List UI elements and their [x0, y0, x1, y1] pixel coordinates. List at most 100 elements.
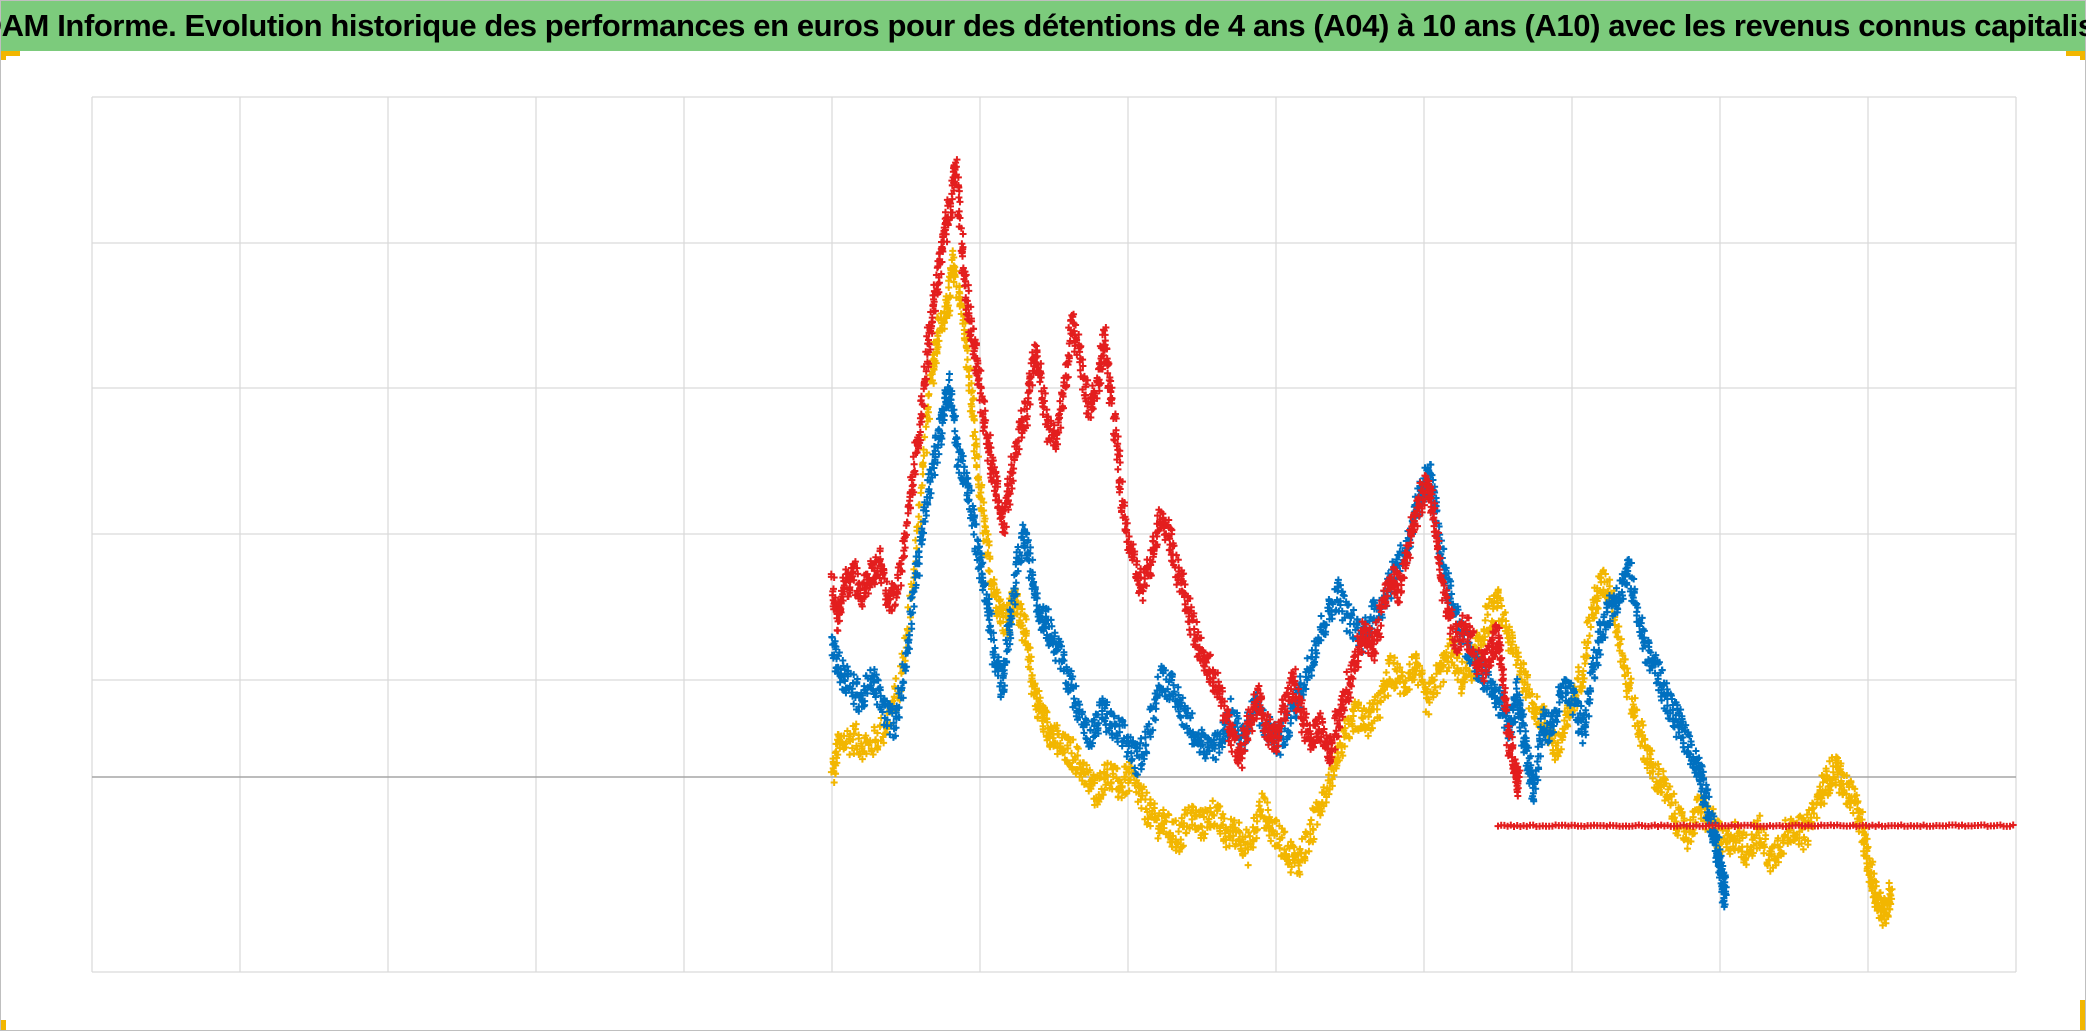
- data-point-marker: [1649, 774, 1657, 782]
- data-point-marker: [918, 536, 926, 544]
- data-point-marker: [1029, 556, 1037, 564]
- data-point-marker: [997, 693, 1005, 701]
- data-point-marker: [915, 513, 923, 521]
- data-point-marker: [1329, 600, 1337, 608]
- data-point-marker: [1448, 590, 1456, 598]
- data-point-marker: [1091, 779, 1098, 787]
- data-point-marker: [1117, 783, 1125, 791]
- data-point-marker: [929, 460, 937, 468]
- data-point-marker: [1328, 782, 1336, 790]
- data-point-marker: [883, 716, 891, 724]
- data-point-marker: [1309, 825, 1317, 833]
- data-point-marker: [1103, 772, 1111, 780]
- data-point-marker: [1178, 814, 1186, 822]
- data-point-marker: [1632, 706, 1640, 714]
- data-point-marker: [1581, 660, 1589, 668]
- data-point-marker: [1638, 718, 1646, 726]
- data-point-marker: [1551, 756, 1559, 764]
- data-point-marker: [1726, 837, 1734, 845]
- data-point-marker: [1589, 614, 1597, 622]
- data-point-marker: [926, 494, 934, 502]
- data-point-marker: [950, 416, 958, 424]
- data-point-marker: [905, 631, 913, 639]
- data-point-marker: [1149, 726, 1157, 734]
- data-point-marker: [912, 581, 920, 589]
- data-point-marker: [1311, 658, 1319, 666]
- data-point-marker: [960, 463, 968, 471]
- data-point-marker: [1002, 636, 1010, 644]
- data-point-marker: [990, 636, 998, 644]
- data-point-marker: [1145, 720, 1153, 728]
- data-point-marker: [978, 481, 986, 489]
- data-point-marker: [1165, 811, 1173, 819]
- data-point-marker: [931, 471, 939, 479]
- data-point-marker: [1127, 776, 1135, 784]
- data-point-marker: [831, 770, 839, 778]
- data-point-marker: [1574, 663, 1582, 671]
- data-point-marker: [1798, 840, 1806, 848]
- data-point-marker: [991, 651, 999, 659]
- data-point-marker: [842, 739, 850, 747]
- data-point-marker: [1102, 701, 1110, 709]
- data-point-marker: [1164, 685, 1172, 693]
- data-point-marker: [877, 705, 885, 713]
- data-point-marker: [1774, 834, 1782, 842]
- data-point-marker: [1430, 676, 1438, 684]
- data-point-marker: [919, 462, 927, 470]
- data-point-marker: [971, 512, 979, 520]
- data-point-marker: [1184, 704, 1192, 712]
- data-point-marker: [1287, 868, 1295, 876]
- data-point-marker: [962, 342, 970, 350]
- data-point-marker: [964, 474, 972, 482]
- data-point-marker: [1107, 778, 1115, 786]
- data-point-marker: [1072, 770, 1080, 778]
- data-point-marker: [941, 319, 949, 327]
- data-point-marker: [1003, 647, 1011, 655]
- data-point-marker: [1738, 834, 1746, 842]
- data-point-marker: [1287, 838, 1295, 846]
- data-point-marker: [920, 503, 928, 511]
- data-point-marker: [1307, 816, 1315, 824]
- data-point-marker: [917, 392, 925, 400]
- data-point-marker: [1427, 461, 1435, 469]
- data-point-marker: [1764, 861, 1772, 869]
- data-point-marker: [909, 609, 917, 617]
- data-point-marker: [900, 679, 908, 687]
- data-point-marker: [1001, 682, 1009, 690]
- data-point-marker: [922, 423, 930, 431]
- data-point-marker: [1079, 765, 1087, 773]
- data-point-marker: [1755, 829, 1763, 837]
- data-point-marker: [892, 724, 900, 732]
- data-point-marker: [1168, 673, 1176, 681]
- data-point-marker: [870, 666, 878, 674]
- data-point-marker: [1321, 630, 1329, 638]
- data-point-marker: [1601, 570, 1609, 578]
- data-point-marker: [1234, 715, 1242, 723]
- data-point-marker: [1840, 786, 1848, 794]
- data-point-marker: [1631, 694, 1639, 702]
- data-point-marker: [1486, 595, 1494, 603]
- data-point-marker: [1151, 800, 1158, 808]
- data-point-marker: [1074, 751, 1082, 759]
- data-point-marker: [1142, 748, 1150, 756]
- data-point-marker: [948, 407, 956, 415]
- data-point-marker: [954, 440, 962, 448]
- data-point-marker: [1762, 831, 1770, 839]
- data-point-marker: [1011, 600, 1019, 608]
- data-point-marker: [1335, 756, 1343, 764]
- data-point-marker: [1036, 694, 1044, 702]
- data-point-marker: [1505, 623, 1513, 631]
- data-point-marker: [1882, 919, 1890, 927]
- data-point-marker: [1307, 666, 1315, 674]
- data-point-marker: [1341, 742, 1349, 750]
- data-point-marker: [1170, 688, 1178, 696]
- data-point-marker: [1088, 742, 1096, 750]
- data-point-marker: [1498, 616, 1506, 624]
- data-point-marker: [1043, 708, 1051, 716]
- data-point-marker: [985, 541, 993, 549]
- data-point-marker: [1146, 796, 1154, 804]
- data-point-marker: [1078, 708, 1086, 716]
- data-point-marker: [1019, 521, 1027, 529]
- data-point-marker: [1557, 745, 1565, 753]
- data-point-marker: [951, 263, 959, 271]
